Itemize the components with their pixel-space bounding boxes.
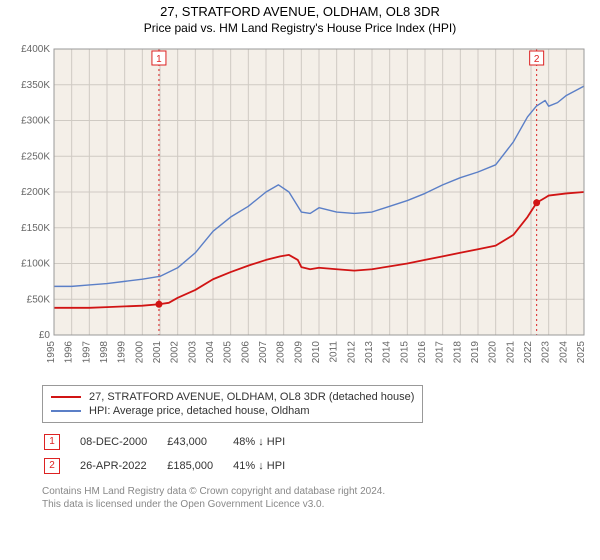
svg-text:2019: 2019	[470, 341, 481, 364]
svg-text:2005: 2005	[223, 341, 234, 364]
svg-text:2006: 2006	[240, 341, 251, 364]
legend-swatch	[51, 396, 81, 398]
line-chart: £0 £50K £100K £150K £200K £250K £300K £350K £400…	[10, 39, 590, 379]
svg-text:1999: 1999	[117, 341, 128, 364]
svg-text:2010: 2010	[311, 341, 322, 364]
marker-row: 1 08-DEC-2000£43,00048% ↓ HPI	[44, 431, 303, 453]
svg-text:2016: 2016	[417, 341, 428, 364]
svg-text:£50K: £50K	[27, 294, 51, 305]
svg-text:2011: 2011	[329, 341, 340, 363]
marker-row: 2 26-APR-2022£185,00041% ↓ HPI	[44, 455, 303, 477]
svg-text:£0: £0	[39, 330, 51, 341]
svg-text:2020: 2020	[488, 341, 499, 364]
marker-price: £185,000	[167, 455, 231, 477]
footer-line: Contains HM Land Registry data © Crown c…	[42, 485, 590, 498]
svg-text:2003: 2003	[187, 341, 198, 364]
svg-text:£400K: £400K	[21, 44, 50, 55]
legend-label: 27, STRATFORD AVENUE, OLDHAM, OL8 3DR (d…	[89, 391, 414, 403]
marker-delta: 48% ↓ HPI	[233, 431, 303, 453]
svg-text:2022: 2022	[523, 341, 534, 364]
legend-swatch	[51, 410, 81, 412]
svg-text:2024: 2024	[558, 341, 569, 364]
svg-text:£250K: £250K	[21, 151, 50, 162]
svg-text:2008: 2008	[276, 341, 287, 364]
svg-text:2000: 2000	[134, 341, 145, 364]
svg-text:2: 2	[534, 54, 540, 65]
marker-date: 08-DEC-2000	[80, 431, 165, 453]
svg-text:£150K: £150K	[21, 223, 50, 234]
svg-text:2007: 2007	[258, 341, 269, 364]
marker-delta: 41% ↓ HPI	[233, 455, 303, 477]
svg-text:1998: 1998	[99, 341, 110, 364]
svg-text:£300K: £300K	[21, 116, 50, 127]
svg-text:2017: 2017	[435, 341, 446, 364]
chart-subtitle: Price paid vs. HM Land Registry's House …	[0, 21, 600, 35]
svg-text:1997: 1997	[81, 341, 92, 364]
svg-text:£100K: £100K	[21, 259, 50, 270]
svg-text:2014: 2014	[382, 341, 393, 364]
svg-text:2004: 2004	[205, 341, 216, 364]
svg-text:2009: 2009	[293, 341, 304, 364]
svg-text:1: 1	[156, 54, 162, 65]
chart-legend: 27, STRATFORD AVENUE, OLDHAM, OL8 3DR (d…	[42, 385, 423, 423]
legend-label: HPI: Average price, detached house, Oldh…	[89, 405, 310, 417]
marker-badge: 1	[44, 434, 60, 450]
legend-item: HPI: Average price, detached house, Oldh…	[51, 404, 414, 418]
markers-table: 1 08-DEC-2000£43,00048% ↓ HPI 2 26-APR-2022…	[42, 429, 305, 479]
svg-text:2002: 2002	[170, 341, 181, 364]
chart-area: £0 £50K £100K £150K £200K £250K £300K £350K £400…	[10, 39, 590, 379]
svg-text:2001: 2001	[152, 341, 163, 364]
svg-text:1995: 1995	[46, 341, 57, 364]
svg-text:2025: 2025	[576, 341, 587, 364]
svg-text:£350K: £350K	[21, 80, 50, 91]
svg-text:1996: 1996	[64, 341, 75, 364]
marker-date: 26-APR-2022	[80, 455, 165, 477]
chart-footer: Contains HM Land Registry data © Crown c…	[42, 485, 590, 511]
svg-text:£200K: £200K	[21, 187, 50, 198]
svg-text:2018: 2018	[452, 341, 463, 364]
legend-item: 27, STRATFORD AVENUE, OLDHAM, OL8 3DR (d…	[51, 390, 414, 404]
footer-line: This data is licensed under the Open Gov…	[42, 498, 590, 511]
chart-title: 27, STRATFORD AVENUE, OLDHAM, OL8 3DR	[0, 4, 600, 19]
marker-price: £43,000	[167, 431, 231, 453]
marker-badge: 2	[44, 458, 60, 474]
svg-text:2012: 2012	[346, 341, 357, 364]
svg-text:2021: 2021	[505, 341, 516, 364]
svg-text:2023: 2023	[541, 341, 552, 364]
svg-text:2013: 2013	[364, 341, 375, 364]
svg-text:2015: 2015	[399, 341, 410, 364]
